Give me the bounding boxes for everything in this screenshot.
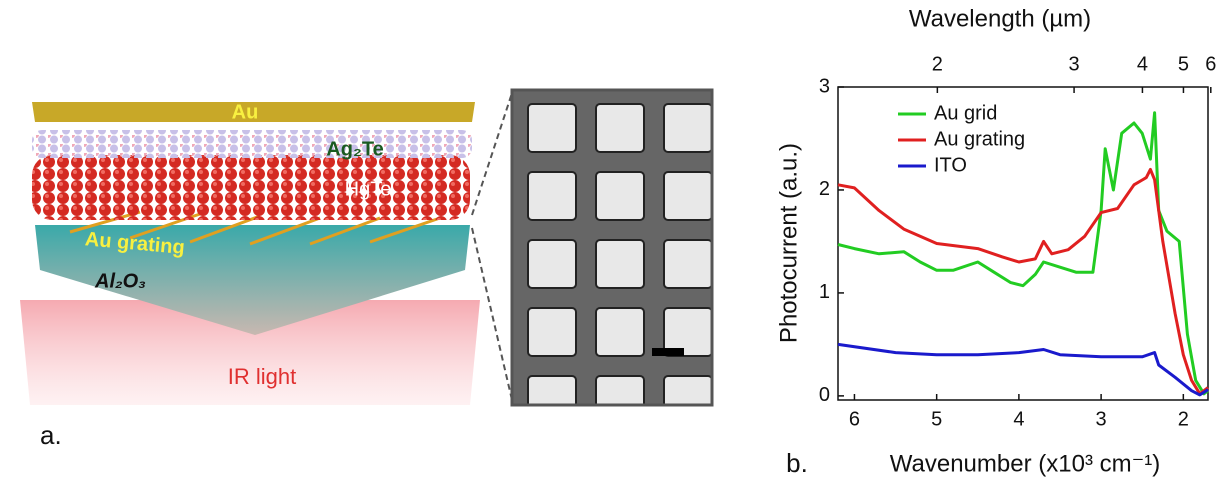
y-tick-label: 1 [819,281,830,303]
legend-label: Au grating [934,128,1025,150]
x-tick-label: 4 [1013,408,1024,430]
series-line [837,167,1209,396]
plot-frame [837,86,1209,401]
layer-label: Ag₂Te [326,138,383,160]
sem-image [510,88,714,407]
y-tick-label: 2 [819,178,830,200]
x2-tick-label: 3 [1069,53,1080,75]
ir-beam [20,300,480,405]
x2-tick-label: 2 [932,53,943,75]
hgte-layer [32,155,470,220]
x-tick-label: 5 [931,408,942,430]
series-line [837,342,1209,397]
layer-label: HgTe [345,178,392,200]
x-tick-label: 6 [849,408,860,430]
layer-label: IR light [228,364,296,389]
au-plate [32,102,475,122]
zoom-line [471,92,513,216]
x-tick-label: 3 [1096,408,1107,430]
ag2te-layer [32,130,472,158]
panel-label: a. [40,420,62,450]
x2-axis-title: Wavelength (µm) [909,5,1091,32]
x2-tick-label: 4 [1137,53,1148,75]
x2-tick-label: 6 [1205,53,1216,75]
layer-label: Au [232,101,259,123]
x2-tick-label: 5 [1178,53,1189,75]
panel-label: b. [786,448,808,478]
legend-label: Au grid [934,102,997,124]
y-tick-label: 0 [819,384,830,406]
substrate-prism [35,225,470,335]
series-line [837,111,1209,396]
x-tick-label: 2 [1178,408,1189,430]
layer-label: Al₂O₃ [94,270,146,292]
x-axis-title: Wavenumber (x10³ cm⁻¹) [890,450,1161,477]
y-axis-title: Photocurrent (a.u.) [775,143,802,343]
schematic: Au Ag₂Te HgTe Au grating Al₂O₃ IR light … [20,88,714,450]
legend-label: ITO [934,154,967,176]
y-tick-label: 3 [819,75,830,97]
scale-bar [652,348,684,356]
